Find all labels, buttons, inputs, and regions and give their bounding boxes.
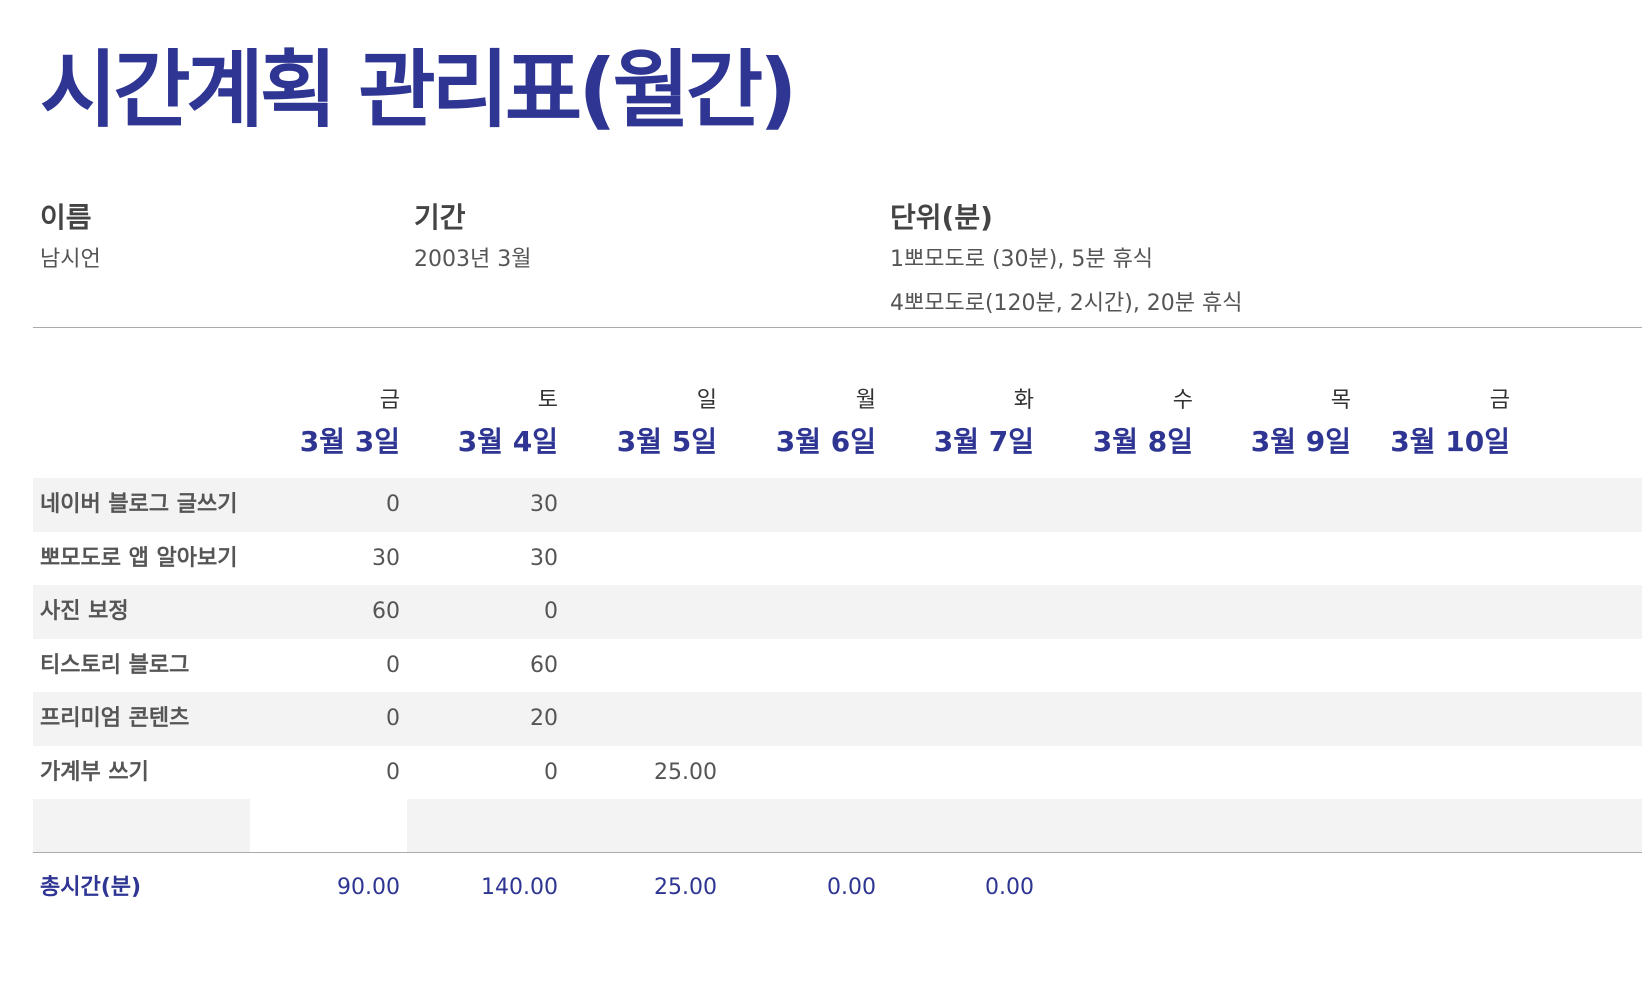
row-label: 프리미엄 콘텐츠 — [40, 706, 190, 731]
unit-line-1: 1뽀모도로 (30분), 5분 휴식 — [890, 247, 1154, 272]
weekday-header: 토 — [537, 388, 558, 413]
weekday-header: 금 — [1489, 388, 1510, 413]
table-cell: 30 — [372, 546, 400, 571]
table-row — [33, 692, 1642, 746]
unit-line-2: 4뽀모도로(120분, 2시간), 20분 휴식 — [890, 291, 1243, 316]
date-header: 3 — [1530, 420, 1642, 453]
total-cell: 25.00 — [654, 875, 717, 900]
name-block: 이름 남시언 — [40, 198, 101, 282]
date-header: 3월 4일 — [457, 425, 558, 458]
table-cell: 60 — [372, 599, 400, 624]
table-cell: 0 — [386, 760, 400, 785]
table-cell: 0 — [386, 492, 400, 517]
weekday-header: 수 — [1172, 388, 1193, 413]
total-cell: 0.00 — [985, 875, 1034, 900]
date-header: 3월 10일 — [1390, 425, 1510, 458]
table-cell: 60 — [530, 653, 558, 678]
date-header: 3월 3일 — [299, 425, 400, 458]
table-cell: 0 — [544, 760, 558, 785]
unit-label: 단위(분) — [890, 201, 993, 234]
total-cell: 140.00 — [481, 875, 558, 900]
table-row — [33, 478, 1642, 532]
table-cell: 25.00 — [654, 760, 717, 785]
table-cell: 0 — [544, 599, 558, 624]
date-header: 3월 7일 — [933, 425, 1034, 458]
row-gap — [250, 799, 407, 853]
weekday-header: 일 — [696, 388, 717, 413]
period-label: 기간 — [414, 201, 466, 234]
unit-block: 단위(분) 1뽀모도로 (30분), 5분 휴식 4뽀모도로(120분, 2시간… — [890, 198, 1243, 326]
table-cell: 30 — [530, 492, 558, 517]
row-label: 뽀모도로 앱 알아보기 — [40, 546, 238, 571]
total-cell: 90.00 — [337, 875, 400, 900]
period-block: 기간 2003년 3월 — [414, 198, 531, 282]
row-label: 네이버 블로그 글쓰기 — [40, 492, 238, 517]
weekday-header: 목 — [1330, 388, 1351, 413]
name-value: 남시언 — [40, 247, 101, 272]
table-cell: 0 — [386, 706, 400, 731]
total-divider — [33, 852, 1642, 853]
table-row — [33, 585, 1642, 639]
table-cell: 20 — [530, 706, 558, 731]
row-label: 사진 보정 — [40, 599, 129, 624]
row-label: 가계부 쓰기 — [40, 760, 149, 785]
date-header: 3월 6일 — [775, 425, 876, 458]
info-divider — [33, 327, 1642, 328]
weekday-header: 금 — [379, 388, 400, 413]
total-label: 총시간(분) — [40, 875, 142, 900]
page-title: 시간계획 관리표(월간) — [40, 41, 798, 139]
total-cell: 0.00 — [827, 875, 876, 900]
date-header: 3월 5일 — [616, 425, 717, 458]
date-header: 3월 8일 — [1092, 425, 1193, 458]
period-value: 2003년 3월 — [414, 247, 532, 272]
table-cell: 30 — [530, 546, 558, 571]
date-header: 3월 9일 — [1250, 425, 1351, 458]
table-cell: 0 — [386, 653, 400, 678]
table-row — [33, 799, 1642, 853]
name-label: 이름 — [40, 201, 92, 234]
weekday-header: 화 — [1013, 388, 1034, 413]
weekday-header: 월 — [855, 388, 876, 413]
row-label: 티스토리 블로그 — [40, 653, 190, 678]
